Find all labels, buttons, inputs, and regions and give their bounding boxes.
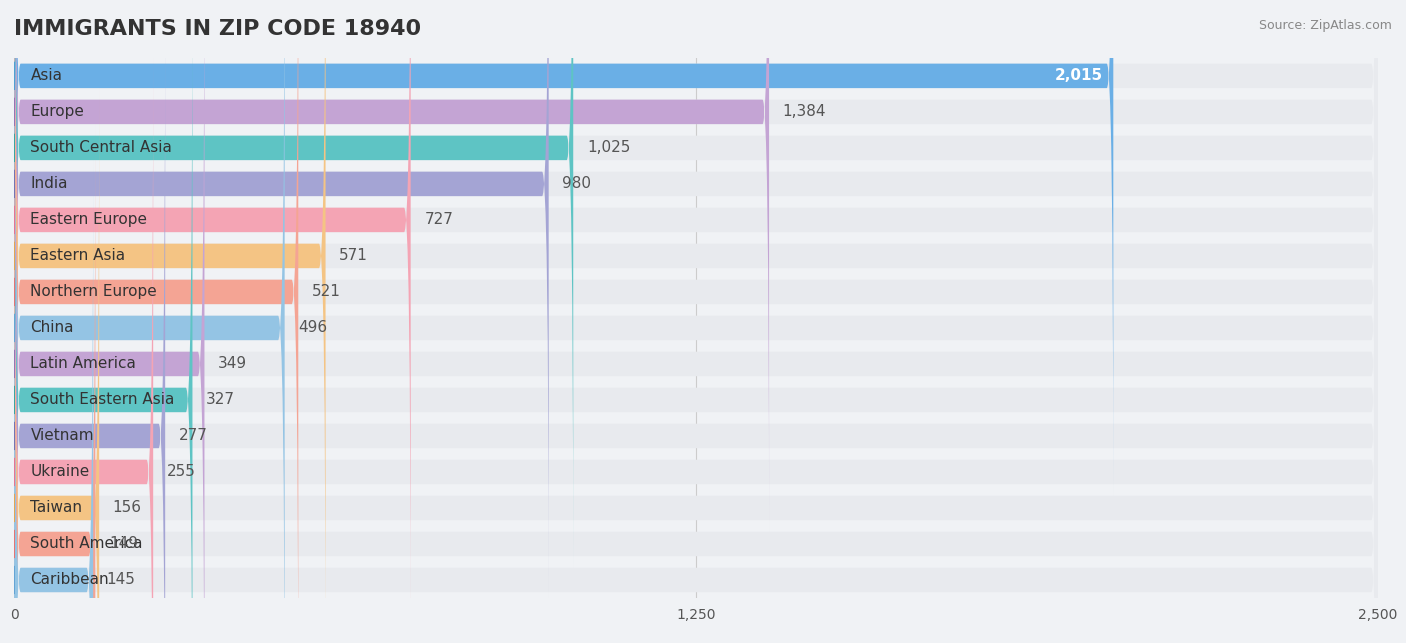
FancyBboxPatch shape <box>14 160 1378 643</box>
Text: 980: 980 <box>562 176 592 192</box>
FancyBboxPatch shape <box>14 16 1378 643</box>
Text: 277: 277 <box>179 428 208 444</box>
FancyBboxPatch shape <box>14 0 1378 568</box>
FancyBboxPatch shape <box>14 52 153 643</box>
Text: 145: 145 <box>107 572 135 588</box>
FancyBboxPatch shape <box>14 124 96 643</box>
FancyBboxPatch shape <box>14 0 1378 643</box>
Text: Source: ZipAtlas.com: Source: ZipAtlas.com <box>1258 19 1392 32</box>
FancyBboxPatch shape <box>14 0 326 643</box>
Text: South Eastern Asia: South Eastern Asia <box>31 392 174 408</box>
FancyBboxPatch shape <box>14 0 1378 643</box>
Text: 327: 327 <box>207 392 235 408</box>
Text: 727: 727 <box>425 212 453 228</box>
FancyBboxPatch shape <box>14 0 574 568</box>
Text: South America: South America <box>31 536 143 552</box>
FancyBboxPatch shape <box>14 0 1114 496</box>
Text: Vietnam: Vietnam <box>31 428 94 444</box>
FancyBboxPatch shape <box>14 88 1378 643</box>
Text: 1,025: 1,025 <box>586 140 630 156</box>
Text: Asia: Asia <box>31 68 62 84</box>
FancyBboxPatch shape <box>14 52 1378 643</box>
Text: 521: 521 <box>312 284 340 300</box>
Text: Europe: Europe <box>31 104 84 120</box>
Text: 156: 156 <box>112 500 142 516</box>
FancyBboxPatch shape <box>14 0 298 643</box>
Text: Eastern Asia: Eastern Asia <box>31 248 125 264</box>
FancyBboxPatch shape <box>14 16 165 643</box>
FancyBboxPatch shape <box>14 0 1378 532</box>
FancyBboxPatch shape <box>14 0 1378 643</box>
FancyBboxPatch shape <box>14 0 284 643</box>
Text: IMMIGRANTS IN ZIP CODE 18940: IMMIGRANTS IN ZIP CODE 18940 <box>14 19 422 39</box>
Text: 496: 496 <box>298 320 328 336</box>
Text: South Central Asia: South Central Asia <box>31 140 173 156</box>
FancyBboxPatch shape <box>14 0 548 604</box>
Text: India: India <box>31 176 67 192</box>
Text: Ukraine: Ukraine <box>31 464 90 480</box>
FancyBboxPatch shape <box>14 0 204 643</box>
Text: Eastern Europe: Eastern Europe <box>31 212 148 228</box>
FancyBboxPatch shape <box>14 160 93 643</box>
Text: Taiwan: Taiwan <box>31 500 83 516</box>
Text: Northern Europe: Northern Europe <box>31 284 157 300</box>
FancyBboxPatch shape <box>14 0 411 640</box>
FancyBboxPatch shape <box>14 124 1378 643</box>
FancyBboxPatch shape <box>14 0 1378 643</box>
Text: 1,384: 1,384 <box>783 104 827 120</box>
Text: 571: 571 <box>339 248 368 264</box>
Text: China: China <box>31 320 75 336</box>
FancyBboxPatch shape <box>14 0 1378 640</box>
Text: 2,015: 2,015 <box>1054 68 1102 84</box>
Text: 349: 349 <box>218 356 247 372</box>
Text: Latin America: Latin America <box>31 356 136 372</box>
FancyBboxPatch shape <box>14 88 100 643</box>
FancyBboxPatch shape <box>14 0 1378 643</box>
Text: 255: 255 <box>167 464 195 480</box>
FancyBboxPatch shape <box>14 0 193 643</box>
Text: 149: 149 <box>110 536 138 552</box>
Text: Caribbean: Caribbean <box>31 572 110 588</box>
FancyBboxPatch shape <box>14 0 769 532</box>
FancyBboxPatch shape <box>14 0 1378 496</box>
FancyBboxPatch shape <box>14 0 1378 604</box>
